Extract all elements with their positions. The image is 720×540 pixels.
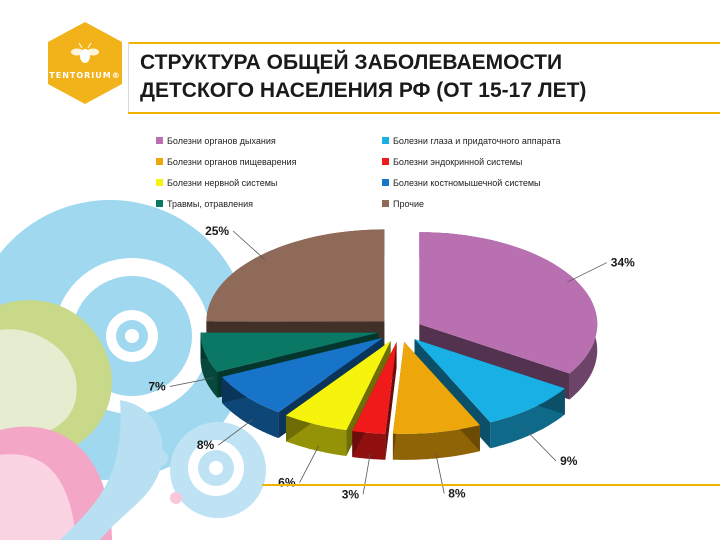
data-label: 34% — [611, 256, 635, 270]
legend-label: Болезни нервной системы — [167, 177, 278, 188]
title-rule-bottom — [128, 112, 720, 114]
chart-legend: Болезни органов дыхания Болезни глаза и п… — [156, 132, 626, 212]
leader-line — [435, 453, 445, 494]
leader-line — [526, 430, 557, 462]
leader-line — [299, 445, 319, 483]
data-label: 9% — [560, 454, 578, 468]
pie-slice — [206, 229, 385, 348]
legend-label: Болезни эндокринной системы — [393, 156, 523, 167]
legend-label: Травмы, отравления — [167, 198, 253, 209]
pie-slice — [414, 339, 565, 449]
leader-line — [567, 262, 607, 283]
legend-item: Болезни нервной системы — [156, 174, 382, 191]
leader-line — [232, 230, 266, 260]
legend-swatch — [382, 137, 389, 144]
legend-label: Прочие — [393, 198, 425, 209]
legend-item: Болезни костномышечной системы — [382, 174, 626, 191]
pie-slice-top — [352, 341, 397, 434]
legend-item: Болезни органов дыхания — [156, 132, 382, 149]
pie-slice-top — [200, 332, 379, 372]
data-label: 8% — [197, 438, 215, 452]
leader-line — [217, 419, 253, 446]
legend-item: Болезни глаза и придаточного аппарата — [382, 132, 626, 149]
title-rule-side — [128, 42, 129, 114]
pie-slice-top — [419, 232, 598, 374]
pie-slice-side — [392, 425, 480, 460]
legend-item: Болезни органов пищеварения — [156, 153, 382, 170]
title-rule-top — [128, 42, 720, 44]
pie-slice-top — [414, 339, 565, 423]
legend-label: Болезни костномышечной системы — [393, 177, 541, 188]
legend-item: Травмы, отравления — [156, 195, 382, 212]
pie-slice-top — [222, 337, 384, 413]
leader-line — [169, 377, 214, 387]
title-line-1: СТРУКТУРА ОБЩЕЙ ЗАБОЛЕВАЕМОСТИ — [140, 51, 563, 74]
pie-slice — [352, 341, 397, 460]
legend-swatch — [156, 158, 163, 165]
chart-bottom-rule — [262, 484, 720, 486]
legend-label: Болезни органов дыхания — [167, 135, 276, 146]
logo-text: TENTORIUM® — [49, 71, 121, 80]
pie-slice — [392, 341, 480, 460]
tentorium-logo — [48, 22, 122, 104]
legend-swatch — [382, 200, 389, 207]
pie-slice-top — [206, 229, 385, 322]
legend-item: Прочие — [382, 195, 626, 212]
leader-line — [362, 454, 371, 495]
legend-item: Болезни эндокринной системы — [382, 153, 626, 170]
title-line-2: ДЕТСКОГО НАСЕЛЕНИЯ РФ (ОТ 15-17 ЛЕТ) — [140, 79, 587, 102]
page-title: СТРУКТУРА ОБЩЕЙ ЗАБОЛЕВАЕМОСТИ ДЕТСКОГО … — [140, 49, 710, 105]
data-label: 3% — [342, 487, 360, 501]
legend-swatch — [382, 158, 389, 165]
pie-slice-side — [200, 332, 218, 398]
legend-swatch — [156, 200, 163, 207]
pie-slice-top — [286, 340, 391, 431]
data-label: 7% — [148, 380, 166, 394]
data-label: 25% — [205, 224, 229, 238]
legend-swatch — [382, 179, 389, 186]
legend-swatch — [156, 137, 163, 144]
data-label: 8% — [448, 487, 466, 501]
legend-label: Болезни глаза и придаточного аппарата — [393, 135, 561, 146]
pie-slice-top — [392, 341, 480, 434]
legend-swatch — [156, 179, 163, 186]
data-label: 6% — [278, 476, 296, 490]
legend-label: Болезни органов пищеварения — [167, 156, 297, 167]
